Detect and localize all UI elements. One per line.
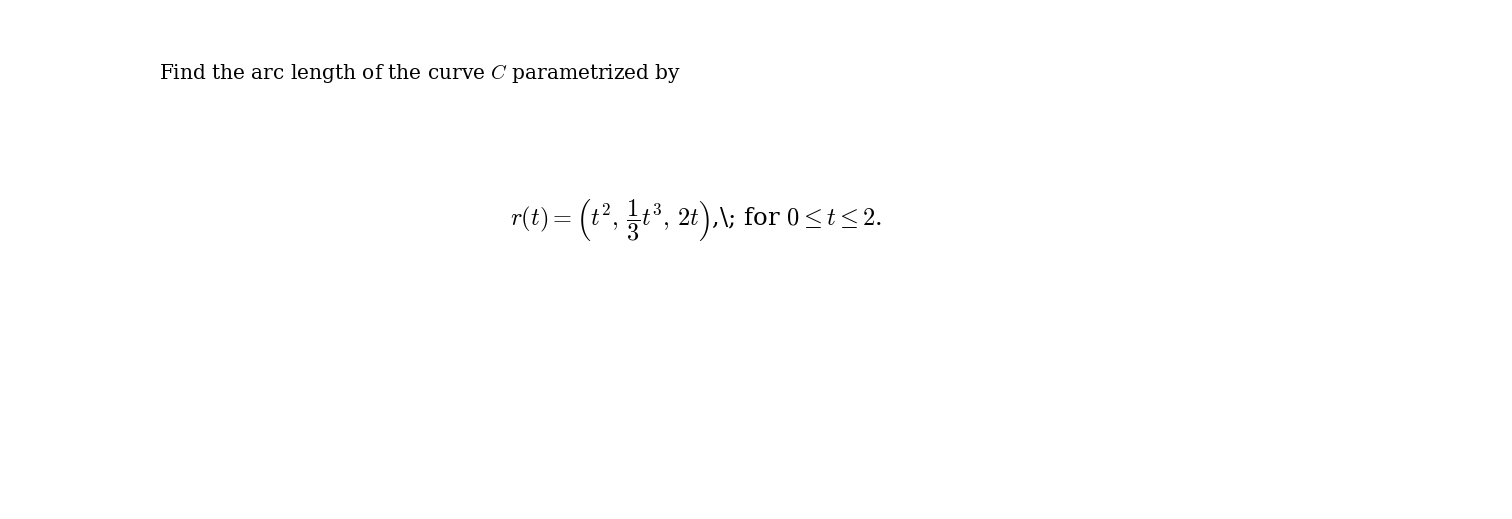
Text: Find the arc length of the curve $C$ parametrized by: Find the arc length of the curve $C$ par… <box>159 62 680 85</box>
Text: $r(t) = \left( t^2,\, \dfrac{1}{3}t^3,\, 2t \right)$,\; for $0 \leq t \leq 2$.: $r(t) = \left( t^2,\, \dfrac{1}{3}t^3,\,… <box>510 197 881 244</box>
